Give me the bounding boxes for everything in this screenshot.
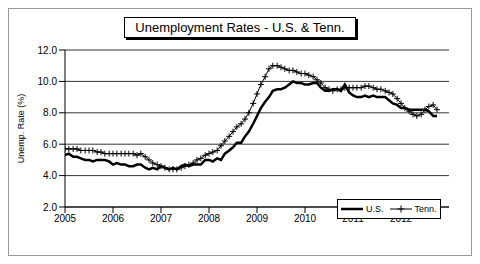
svg-text:4.0: 4.0 xyxy=(43,170,57,181)
svg-text:2006: 2006 xyxy=(102,213,125,224)
html-text:U.S.: U.S. xyxy=(365,203,384,214)
svg-text:10.0: 10.0 xyxy=(38,76,58,87)
svg-text:2007: 2007 xyxy=(150,213,173,224)
svg-text:12.0: 12.0 xyxy=(38,45,58,56)
html-text:Unemployment Rates - U.S. & Te: Unemployment Rates - U.S. & Tenn. xyxy=(135,20,345,35)
svg-text:Unemp. Rate (%): Unemp. Rate (%) xyxy=(16,94,26,164)
svg-text:2012: 2012 xyxy=(390,213,413,224)
svg-text:2010: 2010 xyxy=(294,213,317,224)
svg-text:8.0: 8.0 xyxy=(43,107,57,118)
svg-text:6.0: 6.0 xyxy=(43,139,57,150)
svg-text:2008: 2008 xyxy=(198,213,221,224)
svg-text:2011: 2011 xyxy=(342,213,364,224)
html-text:Tenn.: Tenn. xyxy=(414,203,437,214)
svg-text:2.0: 2.0 xyxy=(43,202,57,213)
svg-text:2005: 2005 xyxy=(54,213,77,224)
svg-text:2009: 2009 xyxy=(246,213,269,224)
